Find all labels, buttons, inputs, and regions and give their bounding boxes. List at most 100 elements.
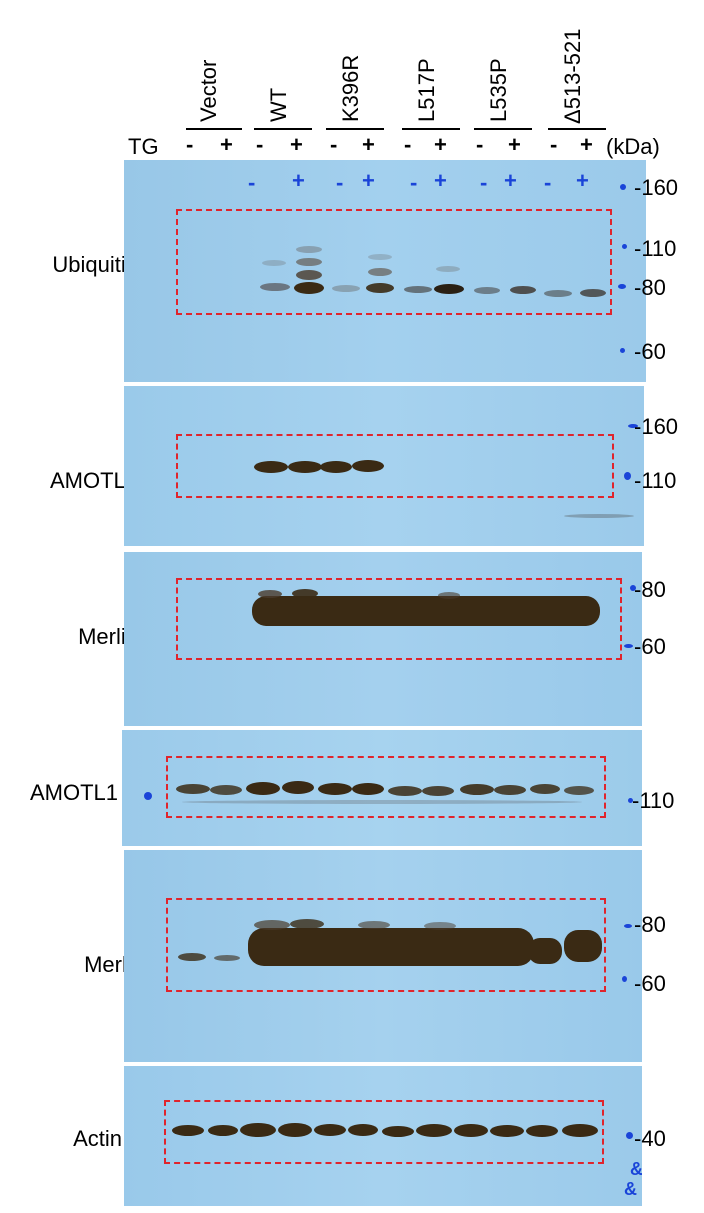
marker-label: -40 <box>634 1126 666 1151</box>
marker-label: -110 <box>632 788 675 813</box>
group-label-vector: Vector <box>196 59 221 122</box>
lane-sign-5: - <box>330 132 338 157</box>
pen-mark: + <box>362 168 375 193</box>
ladder-dot <box>620 184 626 190</box>
highlight-box <box>176 434 614 498</box>
band <box>208 1125 238 1136</box>
marker-value: 80 <box>641 275 666 300</box>
group-label-wt: WT <box>266 87 291 122</box>
band <box>388 786 422 796</box>
ladder-dot <box>620 348 625 353</box>
marker-value: 60 <box>641 971 666 996</box>
band <box>454 1124 488 1137</box>
group-line-vector <box>186 128 242 130</box>
highlight-box <box>176 578 622 660</box>
lane-sign-10: + <box>508 132 521 157</box>
highlight-box <box>164 1100 604 1164</box>
band <box>214 955 240 961</box>
blot-label-actin: Actin <box>73 1126 122 1151</box>
marker-value: 80 <box>641 912 666 937</box>
marker-value: 60 <box>641 634 666 659</box>
pen-mark: + <box>434 168 447 193</box>
marker-label: -80 <box>634 577 666 602</box>
blot-panel-merlin-top <box>124 552 642 726</box>
lane-sign-4: + <box>290 132 303 157</box>
ladder-dot <box>630 585 636 591</box>
band <box>296 246 322 253</box>
band <box>424 922 456 930</box>
blot-panel-amotl1-top <box>124 386 644 546</box>
ladder-dot <box>618 284 626 289</box>
lane-sign-8: + <box>434 132 447 157</box>
band <box>358 921 390 929</box>
band <box>562 1124 598 1137</box>
group-label-delta513-521: Δ513-521 <box>560 28 585 124</box>
band <box>564 930 602 962</box>
ladder-dot <box>628 798 633 803</box>
marker-value: 110 <box>641 468 677 493</box>
group-line-k396r <box>326 128 384 130</box>
band <box>416 1124 452 1137</box>
marker-label: -110 <box>634 468 677 493</box>
treatment-label: TG <box>128 134 159 159</box>
ladder-dot <box>628 424 638 428</box>
band <box>422 786 454 796</box>
band <box>296 270 322 280</box>
band <box>258 590 282 598</box>
pen-mark: - <box>410 170 418 195</box>
blot-label-ubiquitin: Ubiquitin <box>52 252 138 277</box>
pen-mark: + <box>576 168 589 193</box>
marker-label: -60 <box>634 634 666 659</box>
lane-sign-1: - <box>186 132 194 157</box>
band <box>296 258 322 266</box>
group-line-l517p <box>402 128 460 130</box>
group-label-l535p: L535P <box>486 58 511 122</box>
blot-panel-merlin-bottom <box>124 850 642 1062</box>
marker-label: -80 <box>634 912 666 937</box>
band <box>182 800 582 804</box>
marker-label: -160 <box>634 414 679 439</box>
marker-value: 160 <box>641 414 679 439</box>
band <box>348 1124 378 1136</box>
band <box>530 784 560 794</box>
band <box>366 283 394 293</box>
band <box>290 919 324 929</box>
band <box>352 460 384 472</box>
group-line-delta513-521 <box>548 128 606 130</box>
band <box>510 286 536 294</box>
pen-mark: - <box>248 170 256 195</box>
band <box>528 938 562 964</box>
band <box>320 461 352 473</box>
highlight-box <box>166 756 606 818</box>
band <box>382 1126 414 1137</box>
band <box>176 784 210 794</box>
marker-value: 160 <box>641 175 679 200</box>
band <box>240 1123 276 1137</box>
band <box>248 928 534 966</box>
ladder-dot <box>624 644 633 648</box>
group-label-k396r: K396R <box>338 54 363 122</box>
band <box>282 781 314 794</box>
ladder-dot <box>622 244 627 249</box>
band <box>294 282 324 294</box>
band <box>490 1125 524 1137</box>
band <box>494 785 526 795</box>
band <box>262 260 286 266</box>
band <box>332 285 360 292</box>
blot-panel-actin: & & <box>124 1066 642 1206</box>
marker-label: -60 <box>634 339 666 364</box>
band <box>352 783 384 795</box>
band <box>526 1125 558 1137</box>
band <box>474 287 500 294</box>
band <box>436 266 460 272</box>
ladder-dot <box>622 976 627 982</box>
pen-mark: - <box>336 170 344 195</box>
band <box>246 782 280 795</box>
lane-sign-9: - <box>476 132 484 157</box>
highlight-box <box>166 898 606 992</box>
band <box>252 596 600 626</box>
band <box>434 284 464 294</box>
band <box>260 283 290 291</box>
marker-value: 40 <box>641 1126 666 1151</box>
band <box>460 784 494 795</box>
